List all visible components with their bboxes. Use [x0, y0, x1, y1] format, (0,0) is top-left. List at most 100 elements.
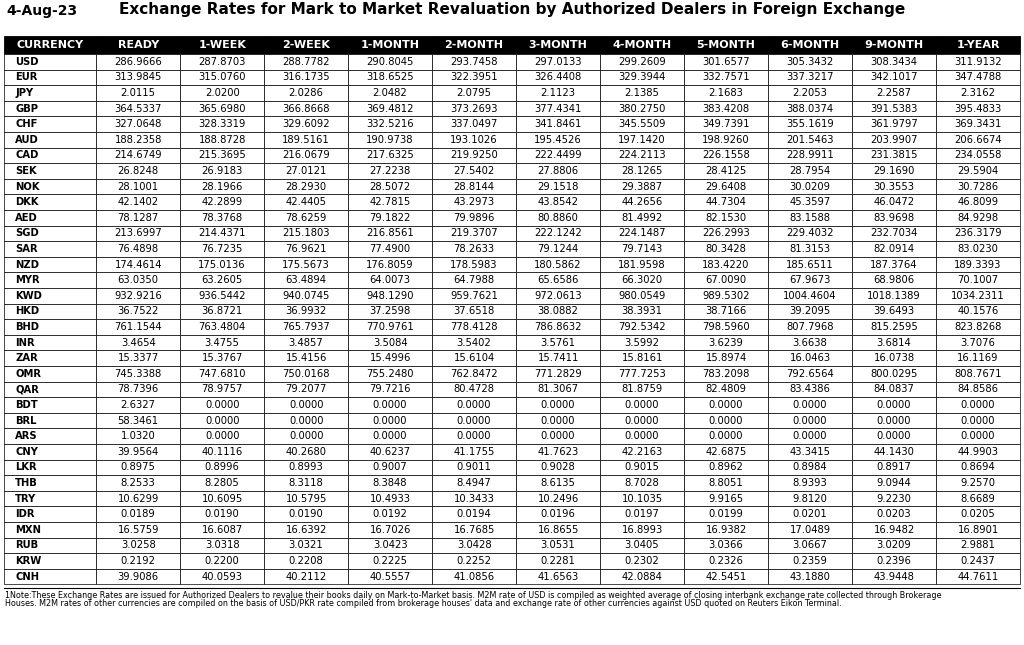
Bar — [768, 475, 852, 491]
Bar — [4, 54, 96, 70]
Text: 215.1803: 215.1803 — [283, 228, 330, 239]
Bar — [180, 70, 264, 85]
Text: 0.0000: 0.0000 — [709, 432, 743, 441]
Bar — [768, 85, 852, 101]
Text: 792.5342: 792.5342 — [618, 322, 666, 332]
Bar — [852, 210, 936, 226]
Bar — [600, 460, 684, 475]
Bar — [180, 116, 264, 132]
Bar — [852, 179, 936, 194]
Bar — [516, 304, 600, 319]
Bar — [600, 537, 684, 553]
Bar — [516, 54, 600, 70]
Bar — [600, 272, 684, 288]
Bar — [600, 36, 684, 54]
Text: 58.3461: 58.3461 — [118, 415, 159, 426]
Text: 765.7937: 765.7937 — [283, 322, 330, 332]
Bar — [936, 116, 1020, 132]
Bar — [684, 304, 768, 319]
Text: 40.1576: 40.1576 — [957, 306, 998, 317]
Bar — [432, 226, 516, 241]
Bar — [348, 116, 432, 132]
Bar — [264, 350, 348, 366]
Bar — [4, 506, 96, 522]
Text: MYR: MYR — [15, 275, 40, 285]
Bar — [768, 304, 852, 319]
Bar — [768, 397, 852, 413]
Text: 41.7623: 41.7623 — [538, 447, 579, 457]
Text: 16.9482: 16.9482 — [873, 525, 914, 535]
Bar — [684, 36, 768, 54]
Text: 0.0000: 0.0000 — [961, 400, 995, 410]
Bar — [516, 116, 600, 132]
Text: 63.0350: 63.0350 — [118, 275, 159, 285]
Bar — [600, 397, 684, 413]
Text: 4-MONTH: 4-MONTH — [612, 40, 672, 50]
Text: 0.0000: 0.0000 — [709, 415, 743, 426]
Bar — [600, 241, 684, 257]
Text: 0.0190: 0.0190 — [205, 509, 240, 519]
Text: 2.1683: 2.1683 — [709, 88, 743, 98]
Text: 44.1430: 44.1430 — [873, 447, 914, 457]
Bar — [96, 70, 180, 85]
Text: 2.3162: 2.3162 — [961, 88, 995, 98]
Text: 3.4755: 3.4755 — [205, 337, 240, 348]
Bar — [348, 569, 432, 584]
Bar — [936, 522, 1020, 537]
Bar — [96, 54, 180, 70]
Bar — [348, 553, 432, 569]
Bar — [852, 491, 936, 506]
Text: 178.5983: 178.5983 — [451, 259, 498, 270]
Text: BRL: BRL — [15, 415, 37, 426]
Bar — [936, 132, 1020, 148]
Text: 78.3768: 78.3768 — [202, 213, 243, 223]
Bar — [4, 272, 96, 288]
Bar — [936, 304, 1020, 319]
Text: 328.3319: 328.3319 — [199, 119, 246, 129]
Bar — [516, 70, 600, 85]
Bar — [264, 179, 348, 194]
Bar — [96, 179, 180, 194]
Text: 217.6325: 217.6325 — [367, 150, 414, 161]
Text: 83.9698: 83.9698 — [873, 213, 914, 223]
Bar — [180, 288, 264, 304]
Text: 174.4614: 174.4614 — [115, 259, 162, 270]
Text: 201.5463: 201.5463 — [786, 135, 834, 144]
Text: 369.4812: 369.4812 — [367, 104, 414, 114]
Bar — [936, 491, 1020, 506]
Text: 79.9896: 79.9896 — [454, 213, 495, 223]
Bar — [180, 194, 264, 210]
Text: 228.9911: 228.9911 — [786, 150, 834, 161]
Text: 81.3153: 81.3153 — [790, 244, 830, 254]
Bar — [180, 428, 264, 444]
Text: 234.0558: 234.0558 — [954, 150, 1001, 161]
Text: 770.9761: 770.9761 — [367, 322, 414, 332]
Bar — [96, 413, 180, 428]
Bar — [684, 194, 768, 210]
Text: 189.3393: 189.3393 — [954, 259, 1001, 270]
Text: 8.6689: 8.6689 — [961, 493, 995, 504]
Text: 81.3067: 81.3067 — [538, 384, 579, 394]
Bar — [264, 257, 348, 272]
Text: 783.2098: 783.2098 — [702, 369, 750, 379]
Text: 0.0000: 0.0000 — [793, 400, 827, 410]
Bar — [180, 366, 264, 382]
Text: 391.5383: 391.5383 — [870, 104, 918, 114]
Bar — [852, 288, 936, 304]
Text: 0.2396: 0.2396 — [877, 556, 911, 566]
Text: Houses. M2M rates of other currencies are compiled on the basis of USD/PKR rate : Houses. M2M rates of other currencies ar… — [5, 599, 842, 608]
Text: 40.2680: 40.2680 — [286, 447, 327, 457]
Bar — [348, 163, 432, 179]
Text: 1034.2311: 1034.2311 — [951, 291, 1005, 301]
Text: GBP: GBP — [15, 104, 38, 114]
Bar — [180, 553, 264, 569]
Text: 67.9673: 67.9673 — [790, 275, 830, 285]
Bar — [684, 54, 768, 70]
Text: 0.2359: 0.2359 — [793, 556, 827, 566]
Text: 2.2053: 2.2053 — [793, 88, 827, 98]
Bar — [852, 101, 936, 116]
Text: 28.8144: 28.8144 — [454, 182, 495, 192]
Text: 39.6493: 39.6493 — [873, 306, 914, 317]
Bar — [768, 569, 852, 584]
Text: 0.0201: 0.0201 — [793, 509, 827, 519]
